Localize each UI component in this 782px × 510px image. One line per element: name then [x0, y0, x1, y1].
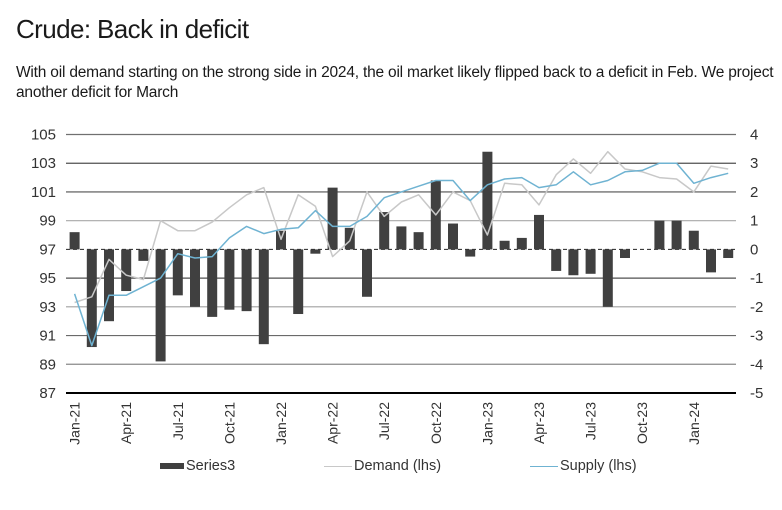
x-tick-label: Jan-21	[67, 402, 83, 445]
bar	[138, 249, 149, 261]
left-axis: 105 103 101 99 97 95 93 91 89 87	[31, 127, 56, 403]
bar	[568, 249, 579, 276]
x-tick-label: Jan-23	[479, 402, 495, 445]
legend-label: Demand (lhs)	[354, 458, 442, 474]
bar	[551, 249, 562, 271]
y-tick-label-left: 101	[31, 184, 56, 201]
bar	[241, 249, 252, 312]
y-tick-label-right: -2	[750, 299, 763, 316]
bar	[276, 230, 286, 250]
legend-item-series3: Series3	[160, 458, 235, 474]
bar	[448, 223, 458, 250]
legend-swatch-bar	[160, 463, 184, 469]
bar	[499, 240, 510, 250]
y-tick-label-left: 89	[39, 356, 56, 373]
y-tick-label-left: 91	[39, 328, 56, 345]
bar	[310, 249, 321, 254]
legend-swatch-demand-line	[324, 465, 352, 467]
y-tick-label-right: -1	[750, 270, 763, 287]
x-tick-label: Jul-21	[170, 402, 186, 440]
legend-item-demand: Demand (lhs)	[324, 458, 441, 474]
y-tick-label-left: 87	[39, 385, 56, 402]
y-tick-label-right: 3	[750, 155, 758, 172]
bar	[190, 249, 200, 307]
x-tick-label: Jan-22	[273, 402, 289, 445]
x-tick-label: Oct-23	[634, 402, 650, 444]
x-tick-label: Jul-22	[376, 402, 392, 440]
y-tick-label-left: 97	[39, 241, 56, 258]
legend-swatch-supply-line	[530, 465, 558, 467]
bar-series-series3	[69, 151, 734, 362]
bar	[258, 249, 269, 345]
x-tick-label: Apr-23	[531, 402, 547, 444]
bar	[69, 232, 80, 250]
line-series	[73, 150, 729, 347]
bar	[688, 230, 699, 250]
bar	[602, 249, 613, 307]
bar	[482, 151, 493, 250]
bar	[121, 249, 132, 292]
bar	[706, 249, 716, 273]
x-tick-label: Apr-22	[325, 402, 341, 444]
bar	[362, 249, 372, 297]
demand-line	[74, 150, 729, 304]
bar	[172, 249, 183, 296]
x-tick-label: Apr-21	[118, 402, 134, 444]
legend-label: Supply (lhs)	[560, 458, 637, 474]
bar	[620, 249, 630, 259]
x-axis: Jan-21 Apr-21 Jul-21 Oct-21 Jan-22 Apr-22 Jul-…	[67, 402, 702, 445]
bar	[465, 249, 476, 257]
bar	[224, 249, 235, 310]
y-tick-label-right: 2	[750, 184, 758, 201]
x-tick-label: Jul-23	[583, 402, 599, 440]
bar	[293, 249, 304, 315]
y-tick-label-left: 103	[31, 155, 56, 172]
y-tick-label-left: 95	[39, 270, 56, 287]
bar	[671, 220, 682, 250]
x-tick-label: Oct-21	[221, 402, 237, 444]
bar	[155, 249, 166, 362]
bar	[585, 249, 596, 274]
bar	[104, 249, 114, 322]
bar	[379, 212, 390, 250]
y-tick-label-left: 105	[31, 127, 56, 144]
bar	[413, 232, 424, 250]
y-tick-label-right: 1	[750, 213, 758, 230]
chart-title: Crude: Back in deficit	[16, 14, 249, 44]
bar	[327, 187, 338, 250]
y-tick-label-right: -5	[750, 385, 763, 402]
bar	[534, 214, 544, 250]
bar	[207, 249, 218, 317]
y-tick-label-right: -4	[750, 356, 763, 373]
chart-subtitle: With oil demand starting on the strong s…	[16, 64, 774, 101]
bar	[723, 249, 734, 259]
y-tick-label-right: 0	[750, 241, 758, 258]
x-tick-label: Jan-24	[686, 402, 702, 445]
gridlines	[66, 133, 736, 394]
x-tick-label: Oct-22	[428, 402, 444, 444]
bar	[86, 249, 97, 348]
legend-item-supply: Supply (lhs)	[530, 458, 637, 474]
bar	[396, 226, 407, 250]
bar	[516, 237, 527, 250]
right-axis: 4 3 2 1 0 -1 -2 -3 -4 -5	[750, 127, 763, 403]
y-tick-label-right: 4	[750, 127, 758, 144]
y-tick-label-left: 99	[39, 213, 56, 230]
bar	[654, 220, 665, 250]
y-tick-label-left: 93	[39, 299, 56, 316]
legend-label: Series3	[186, 458, 236, 474]
y-tick-label-right: -3	[750, 328, 763, 345]
supply-line	[73, 162, 729, 347]
